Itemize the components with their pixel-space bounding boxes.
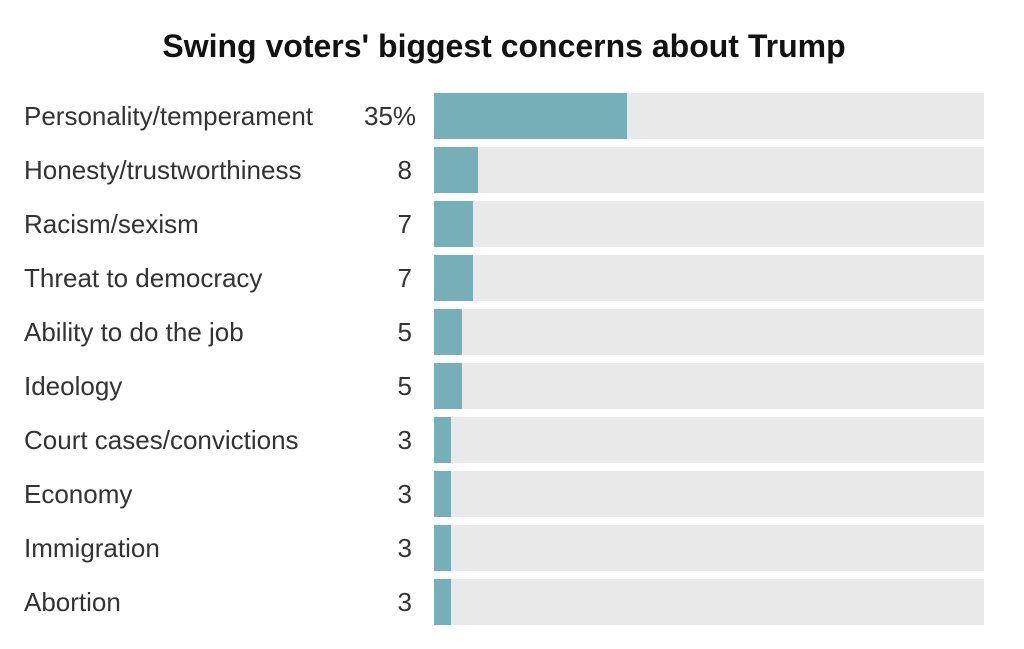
row-bar xyxy=(434,93,627,139)
row-label: Court cases/convictions xyxy=(24,425,364,456)
row-value: 8 xyxy=(364,155,434,186)
row-track xyxy=(434,93,984,139)
row-track-bg xyxy=(434,417,984,463)
row-track xyxy=(434,579,984,625)
chart-row: Honesty/trustworthiness8 xyxy=(24,143,984,197)
row-track-bg xyxy=(434,147,984,193)
row-value: 3 xyxy=(364,425,434,456)
row-track xyxy=(434,525,984,571)
bar-chart: Swing voters' biggest concerns about Tru… xyxy=(0,0,1024,649)
row-label: Ability to do the job xyxy=(24,317,364,348)
row-track-bg xyxy=(434,201,984,247)
row-value: 5 xyxy=(364,371,434,402)
chart-row: Court cases/convictions3 xyxy=(24,413,984,467)
row-track xyxy=(434,417,984,463)
row-bar xyxy=(434,309,462,355)
row-bar xyxy=(434,525,451,571)
row-bar xyxy=(434,579,451,625)
row-bar xyxy=(434,201,473,247)
chart-row: Immigration3 xyxy=(24,521,984,575)
row-track xyxy=(434,363,984,409)
row-label: Abortion xyxy=(24,587,364,618)
row-bar xyxy=(434,471,451,517)
chart-title: Swing voters' biggest concerns about Tru… xyxy=(24,28,984,65)
row-bar xyxy=(434,417,451,463)
row-value: 7 xyxy=(364,209,434,240)
row-value: 3 xyxy=(364,479,434,510)
chart-row: Ability to do the job5 xyxy=(24,305,984,359)
row-label: Threat to democracy xyxy=(24,263,364,294)
chart-row: Personality/temperament35% xyxy=(24,89,984,143)
row-value: 3 xyxy=(364,587,434,618)
row-value: 3 xyxy=(364,533,434,564)
chart-row: Abortion3 xyxy=(24,575,984,629)
row-value: 35% xyxy=(364,101,434,132)
chart-row: Economy3 xyxy=(24,467,984,521)
row-track-bg xyxy=(434,471,984,517)
row-label: Immigration xyxy=(24,533,364,564)
row-track-bg xyxy=(434,525,984,571)
row-track xyxy=(434,255,984,301)
row-label: Racism/sexism xyxy=(24,209,364,240)
row-label: Personality/temperament xyxy=(24,101,364,132)
row-track xyxy=(434,201,984,247)
row-label: Honesty/trustworthiness xyxy=(24,155,364,186)
chart-row: Threat to democracy7 xyxy=(24,251,984,305)
row-value: 7 xyxy=(364,263,434,294)
chart-row: Ideology5 xyxy=(24,359,984,413)
chart-row: Racism/sexism7 xyxy=(24,197,984,251)
row-bar xyxy=(434,255,473,301)
row-track xyxy=(434,309,984,355)
row-label: Economy xyxy=(24,479,364,510)
row-track-bg xyxy=(434,579,984,625)
row-track xyxy=(434,471,984,517)
row-bar xyxy=(434,363,462,409)
row-track-bg xyxy=(434,309,984,355)
chart-rows: Personality/temperament35%Honesty/trustw… xyxy=(24,89,984,629)
row-track-bg xyxy=(434,255,984,301)
row-track xyxy=(434,147,984,193)
row-value: 5 xyxy=(364,317,434,348)
row-label: Ideology xyxy=(24,371,364,402)
row-track-bg xyxy=(434,363,984,409)
row-bar xyxy=(434,147,478,193)
